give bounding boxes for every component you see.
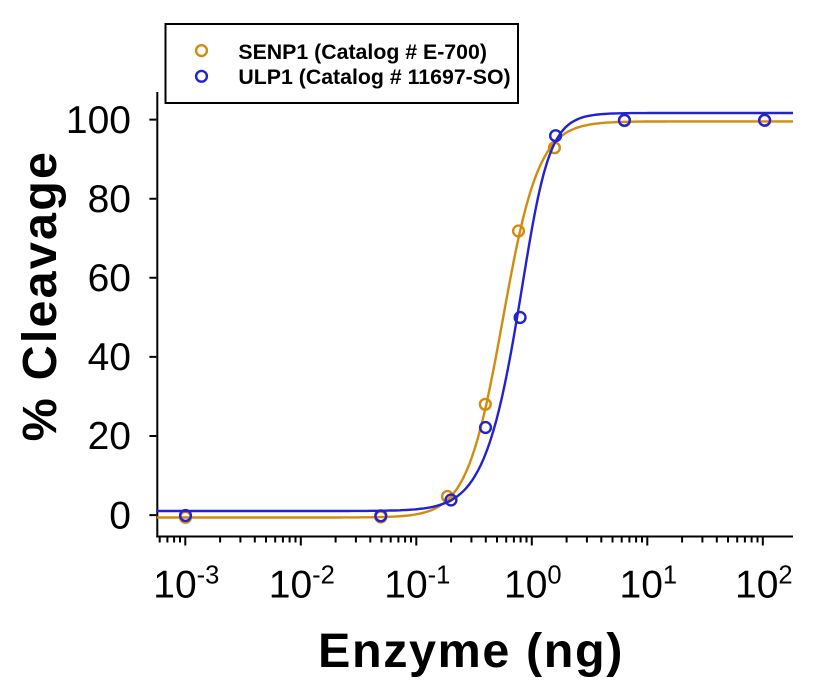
svg-text:10-2: 10-2 xyxy=(269,562,335,607)
svg-text:40: 40 xyxy=(88,336,131,379)
svg-text:100: 100 xyxy=(66,99,131,142)
svg-text:Enzyme (ng): Enzyme (ng) xyxy=(318,624,624,678)
svg-text:SENP1 (Catalog # E-700): SENP1 (Catalog # E-700) xyxy=(238,40,487,64)
svg-text:80: 80 xyxy=(88,178,131,221)
svg-text:0: 0 xyxy=(109,494,131,537)
svg-text:% Cleavage: % Cleavage xyxy=(13,150,67,442)
svg-text:20: 20 xyxy=(88,415,131,458)
svg-text:60: 60 xyxy=(88,257,131,300)
svg-text:ULP1 (Catalog # 11697-SO): ULP1 (Catalog # 11697-SO) xyxy=(238,65,510,89)
